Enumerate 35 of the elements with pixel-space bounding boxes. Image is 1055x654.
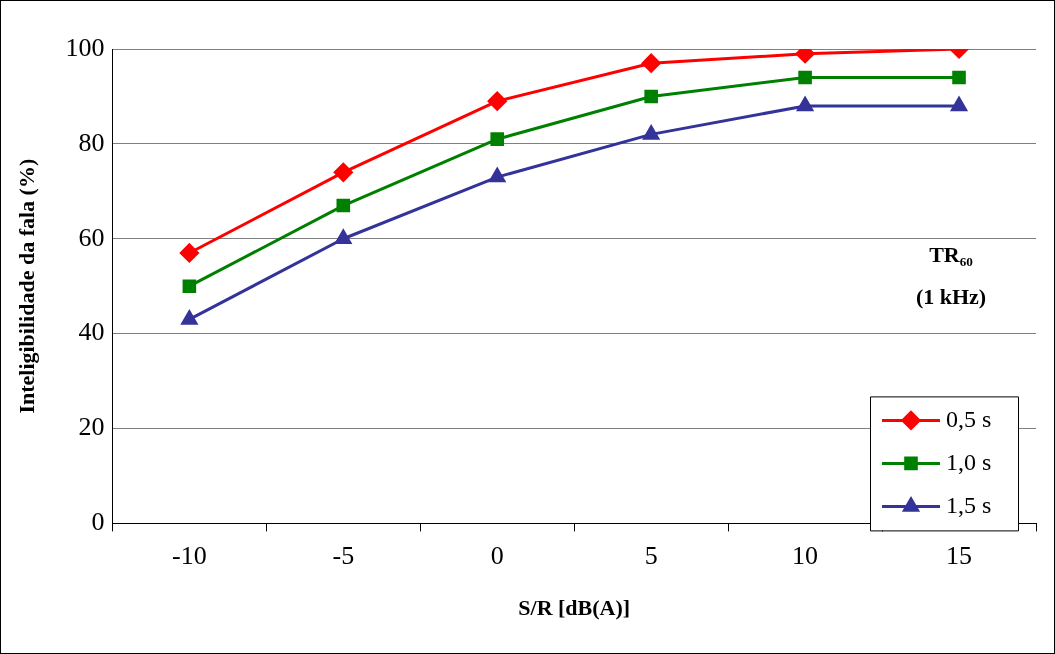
- point: [335, 229, 352, 245]
- y-axis-title: Inteligibilidade da fala (%): [13, 158, 39, 414]
- point: [489, 168, 506, 183]
- point: [641, 53, 661, 73]
- x-axis-title: S/R [dB(A)]: [518, 595, 631, 621]
- legend-label: 1,5 s: [946, 491, 992, 518]
- y-tick-label: 20: [78, 412, 105, 442]
- x-tick-label: 5: [644, 540, 658, 570]
- annotation: TR₆₀: [929, 241, 974, 267]
- y-tick-label: 80: [78, 127, 105, 157]
- y-tick-label: 40: [78, 317, 105, 347]
- x-tick-label: -5: [332, 540, 355, 570]
- legend-label: 1,0 s: [946, 448, 992, 475]
- point: [179, 243, 199, 263]
- point: [644, 89, 658, 104]
- point: [333, 162, 353, 182]
- point: [951, 96, 968, 112]
- point: [487, 91, 507, 111]
- point: [182, 279, 197, 293]
- legend-label: 0,5 s: [946, 405, 992, 432]
- point: [643, 125, 660, 140]
- x-tick-label: 10: [792, 540, 819, 570]
- annotation: (1 kHz): [915, 283, 987, 309]
- y-tick-label: 60: [78, 222, 105, 252]
- y-tick-label: 0: [91, 507, 105, 537]
- point: [181, 310, 198, 325]
- point: [952, 70, 966, 85]
- x-tick-label: 15: [946, 540, 973, 570]
- point: [797, 96, 814, 112]
- point: [798, 70, 812, 85]
- point: [336, 198, 351, 213]
- point: [490, 132, 505, 146]
- x-tick-label: -10: [172, 540, 207, 570]
- y-tick-label: 100: [65, 32, 105, 62]
- x-tick-label: 0: [490, 540, 504, 570]
